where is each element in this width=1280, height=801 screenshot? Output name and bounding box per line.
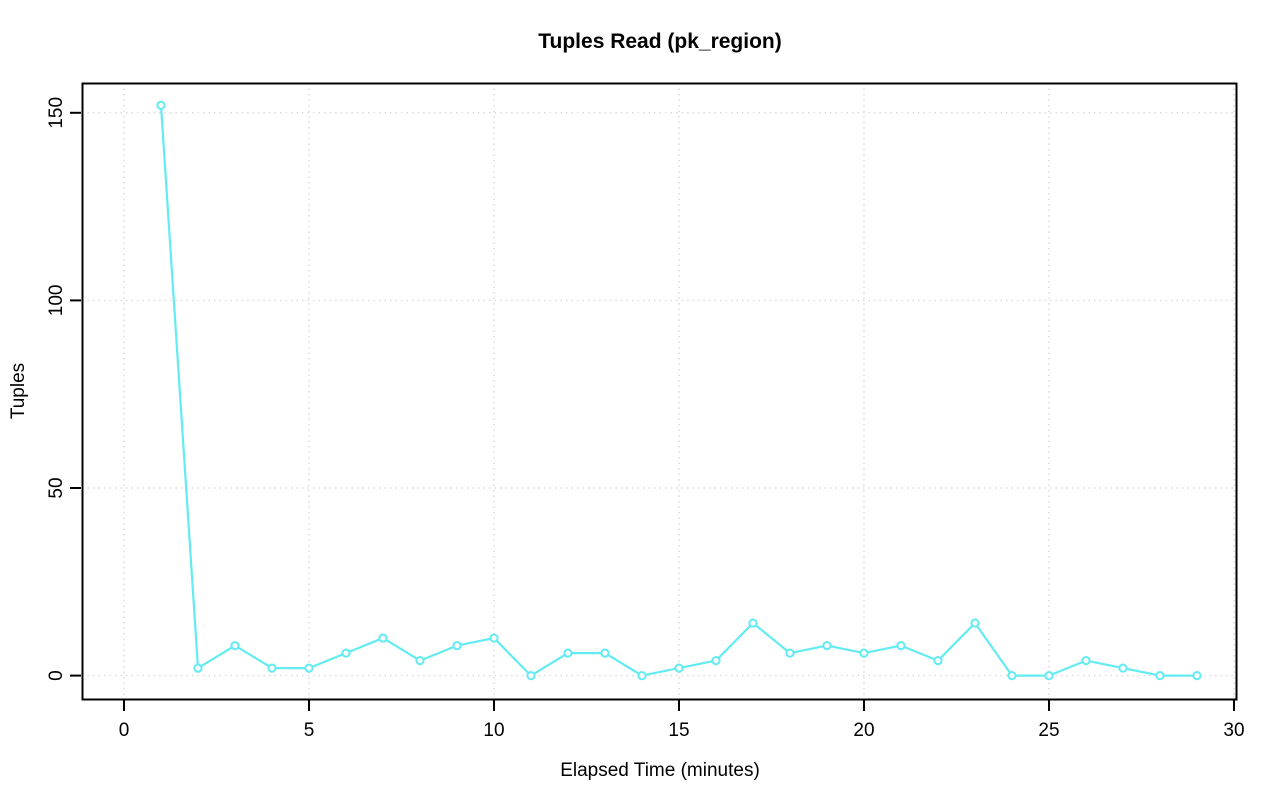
tuples-read-point bbox=[452, 640, 462, 651]
x-tick-label: 25 bbox=[1038, 720, 1059, 741]
tuples-read-point bbox=[341, 648, 351, 658]
tuples-read-point bbox=[1007, 671, 1017, 681]
tuples-read-point bbox=[1044, 671, 1054, 681]
tuples-read-point bbox=[415, 655, 425, 666]
x-tick-label: 20 bbox=[853, 720, 874, 741]
data-series bbox=[156, 100, 1202, 681]
tuples-read-point bbox=[526, 671, 536, 681]
x-tick-label: 0 bbox=[119, 720, 130, 741]
y-tick-label: 100 bbox=[46, 285, 67, 317]
y-tick-label: 150 bbox=[46, 97, 67, 129]
tuples-read-point bbox=[1081, 655, 1091, 666]
tuples-read-point bbox=[711, 655, 721, 666]
tuples-read-point bbox=[563, 648, 573, 658]
x-tick-label: 15 bbox=[668, 720, 689, 741]
tuples-read-point bbox=[193, 663, 203, 673]
plot-box bbox=[81, 82, 1238, 701]
tuples-read-point bbox=[859, 648, 869, 658]
tuples-read-point bbox=[378, 633, 388, 643]
tuples-read-point bbox=[1118, 663, 1128, 673]
tuples-read-point bbox=[267, 663, 277, 673]
tuples-read-point bbox=[785, 648, 795, 658]
x-tick-labels: 0 5 10 15 20 25 30 bbox=[119, 720, 1245, 741]
y-tick-label: 50 bbox=[46, 477, 67, 498]
tuples-read-point bbox=[1155, 671, 1165, 681]
tuples-read-point bbox=[156, 100, 166, 110]
tuples-read-point bbox=[674, 663, 684, 673]
y-axis-label: Tuples bbox=[8, 363, 29, 419]
tuples-read-point bbox=[1192, 671, 1202, 681]
x-axis-label: Elapsed Time (minutes) bbox=[560, 760, 760, 781]
tuples-read-point bbox=[230, 640, 240, 651]
tuples-read-point bbox=[822, 640, 832, 651]
x-tick-label: 30 bbox=[1223, 720, 1244, 741]
axis-ticks bbox=[70, 111, 1235, 711]
tuples-read-point bbox=[600, 648, 610, 658]
tuples-read-point bbox=[489, 633, 499, 643]
tuples-read-point bbox=[304, 663, 314, 673]
x-tick-label: 10 bbox=[483, 720, 504, 741]
y-tick-label: 0 bbox=[46, 670, 67, 681]
tuples-read-point bbox=[637, 671, 647, 681]
x-tick-label: 5 bbox=[304, 720, 315, 741]
tuples-read-point bbox=[748, 618, 758, 628]
y-tick-labels: 0 50 100 150 bbox=[46, 97, 67, 681]
tuples-read-point bbox=[933, 655, 943, 666]
chart-title: Tuples Read (pk_region) bbox=[538, 30, 781, 53]
gridlines bbox=[82, 83, 1237, 699]
tuples-read-point bbox=[970, 618, 980, 628]
tuples-read-point bbox=[896, 640, 906, 651]
